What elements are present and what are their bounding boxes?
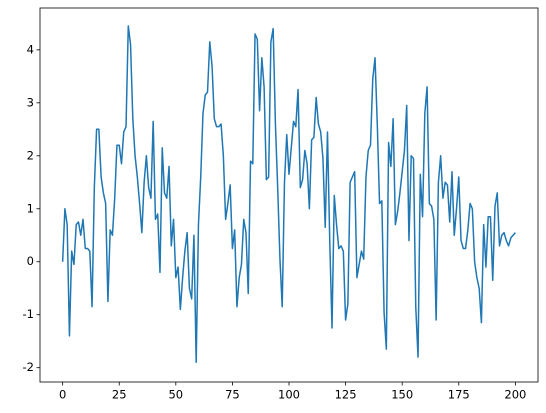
x-tick-label: 50 [168, 388, 183, 402]
y-tick-label: 4 [27, 42, 34, 56]
y-tick-label: 3 [27, 95, 34, 109]
x-tick-label: 25 [112, 388, 127, 402]
x-tick-label: 75 [225, 388, 240, 402]
y-tick-label: -2 [23, 360, 34, 374]
y-tick-label: 0 [27, 254, 34, 268]
y-tick-label: 2 [27, 148, 34, 162]
y-tick-label: -1 [23, 307, 34, 321]
y-tick-label: 1 [27, 201, 34, 215]
x-tick-label: 200 [504, 388, 526, 402]
line [61, 25, 516, 364]
x-tick-label: 0 [59, 388, 66, 402]
x-tick-label: 100 [278, 388, 300, 402]
x-tick-label: 150 [391, 388, 413, 402]
x-tick-label: 175 [448, 388, 470, 402]
x-tick-label: 125 [335, 388, 357, 402]
